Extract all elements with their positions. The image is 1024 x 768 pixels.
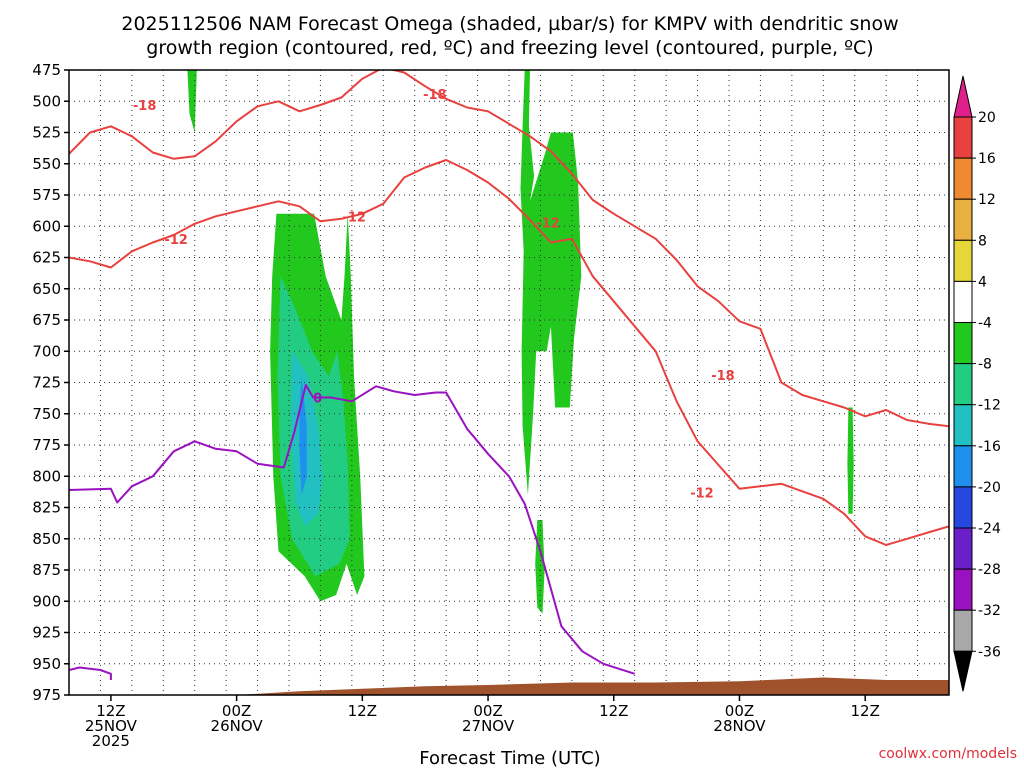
colorbar-band-6 (953, 363, 973, 406)
dgz-contour-line-3 (69, 159, 949, 546)
title-line-1: 2025112506 NAM Forecast Omega (shaded, µ… (121, 13, 898, 35)
freezing-level-line-1 (69, 666, 112, 680)
colorbar-label-6: -8 (978, 357, 992, 373)
colorbar-band-7 (953, 404, 973, 447)
plot-area (69, 70, 949, 695)
colorbar-label-10: -24 (978, 521, 1001, 537)
dgz-contour-label-3: -12 (164, 233, 188, 248)
x-tick-label-1-0: 00Z (222, 702, 251, 720)
y-tick-label-18: 925 (32, 624, 61, 642)
y-tick-label-7: 650 (32, 280, 61, 298)
x-tick-label-0-2: 2025 (92, 732, 130, 750)
colorbar-top-arrow (953, 75, 973, 118)
y-tick-label-16: 875 (32, 561, 61, 579)
colorbar-band-0 (953, 116, 973, 159)
freezing-level-line-0 (69, 384, 636, 675)
dgz-contour-label-5: -12 (536, 217, 560, 232)
colorbar-label-8: -16 (978, 439, 1001, 455)
colorbar-band-12 (953, 609, 973, 652)
y-tick-label-15: 850 (32, 530, 61, 548)
colorbar-label-5: -4 (978, 316, 992, 332)
y-tick-label-17: 900 (32, 592, 61, 610)
colorbar-label-3: 8 (978, 233, 987, 249)
x-tick-label-5-0: 00Z (725, 702, 754, 720)
colorbar-band-3 (953, 239, 973, 282)
y-tick-label-3: 550 (32, 155, 61, 173)
y-tick-label-20: 975 (32, 686, 61, 704)
y-tick-label-2: 525 (32, 124, 61, 142)
y-tick-label-11: 750 (32, 405, 61, 423)
y-tick-label-12: 775 (32, 436, 61, 454)
x-tick-label-4-0: 12Z (599, 702, 628, 720)
dgz-contour-label-4: -12 (342, 210, 366, 225)
y-tick-label-4: 575 (32, 186, 61, 204)
colorbar-band-9 (953, 486, 973, 529)
x-tick-label-0-0: 12Z (96, 702, 125, 720)
y-tick-label-14: 825 (32, 499, 61, 517)
x-tick-label-1-1: 26NOV (211, 717, 264, 735)
terrain-fill (236, 677, 949, 695)
y-tick-label-6: 625 (32, 249, 61, 267)
colorbar-label-4: 4 (978, 274, 987, 290)
contour-labels: -18 -18 -18 -12 -12 -12 -12 0 (133, 88, 735, 502)
title-line-2: growth region (contoured, red, ºC) and f… (146, 37, 873, 59)
y-tick-label-5: 600 (32, 217, 61, 235)
chart-title: 2025112506 NAM Forecast Omega (shaded, µ… (121, 13, 898, 59)
dgz-contour-label-6: -12 (690, 487, 714, 502)
colorbar-label-13: -36 (978, 644, 1001, 660)
omega-region-7 (847, 407, 854, 514)
y-tick-label-0: 475 (32, 61, 61, 79)
omega-region-5 (520, 70, 582, 495)
x-tick-label-5-1: 28NOV (713, 717, 766, 735)
colorbar: 20 16 12 8 4 -4 -8 -12 -16 -20 -24 -28 -32 -36 (953, 75, 1001, 692)
colorbar-label-12: -32 (978, 603, 1001, 619)
colorbar-band-10 (953, 527, 973, 570)
credit-text: coolwx.com/models (879, 746, 1017, 762)
freezing-level-label-0: 0 (313, 392, 322, 407)
y-tick-label-8: 675 (32, 311, 61, 329)
colorbar-label-2: 12 (978, 192, 996, 208)
dgz-contour-label-1: -18 (423, 88, 447, 103)
y-axis: 475 500 525 550 575 600 625 650 675 700 725 750 775 8… (32, 61, 69, 704)
colorbar-label-11: -28 (978, 562, 1001, 578)
x-axis-title: Forecast Time (UTC) (419, 748, 600, 768)
colorbar-band-8 (953, 445, 973, 488)
colorbar-bottom-arrow (953, 650, 973, 692)
y-tick-label-19: 950 (32, 655, 61, 673)
dgz-contour-line-0 (69, 70, 949, 428)
x-tick-label-6-0: 12Z (851, 702, 880, 720)
x-tick-label-0-1: 25NOV (85, 717, 138, 735)
dgz-contour-label-2: -18 (711, 369, 735, 384)
colorbar-band-2 (953, 198, 973, 241)
colorbar-label-1: 16 (978, 151, 996, 167)
contours (69, 70, 949, 680)
y-tick-label-13: 800 (32, 467, 61, 485)
colorbar-label-7: -12 (978, 398, 1001, 414)
dgz-contour-label-0: -18 (133, 99, 157, 114)
colorbar-label-9: -20 (978, 480, 1001, 496)
terrain (236, 677, 949, 695)
x-tick-label-2-0: 12Z (348, 702, 377, 720)
x-tick-label-3-1: 27NOV (462, 717, 515, 735)
y-tick-label-10: 725 (32, 374, 61, 392)
colorbar-band-1 (953, 157, 973, 200)
colorbar-band-5 (953, 322, 973, 365)
colorbar-band-4 (953, 280, 973, 323)
colorbar-band-11 (953, 568, 973, 611)
y-tick-label-1: 500 (32, 92, 61, 110)
colorbar-label-0: 20 (978, 110, 996, 126)
y-tick-label-9: 700 (32, 342, 61, 360)
x-tick-label-3-0: 00Z (473, 702, 502, 720)
